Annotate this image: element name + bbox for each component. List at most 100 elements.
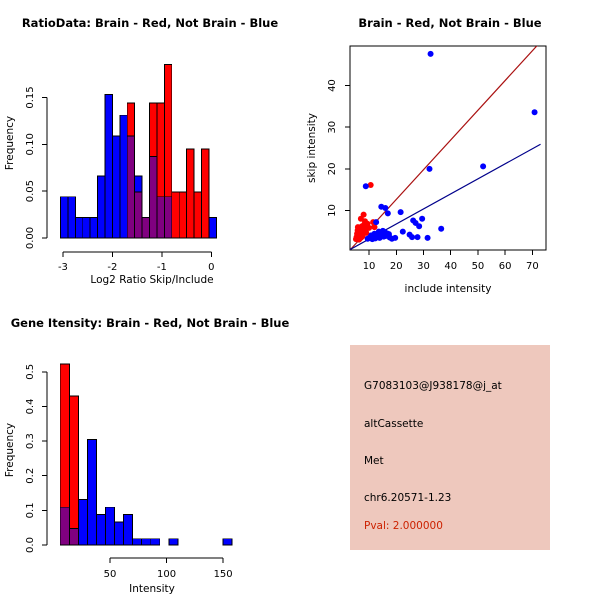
histogram-bar-blue bbox=[86, 438, 97, 546]
intensity-scatter-svg: Brain - Red, Not Brain - Blue 10 20 30 40 1… bbox=[306, 16, 547, 295]
y-tick-label: 10 bbox=[327, 204, 338, 217]
scatter-point bbox=[419, 215, 426, 222]
y-tick-label: 40 bbox=[327, 79, 338, 92]
y-tick-label: 0.15 bbox=[25, 86, 36, 108]
histogram-bar-blue bbox=[150, 538, 161, 546]
histogram-bar-red bbox=[186, 148, 195, 239]
scatter-point bbox=[438, 225, 445, 232]
ratio-histogram-xlabel: Log2 Ratio Skip/Include bbox=[90, 274, 213, 286]
scatter-fit-lines bbox=[350, 46, 541, 250]
scatter-point bbox=[480, 163, 487, 170]
scatter-point bbox=[367, 182, 374, 189]
histogram-bar-overlap bbox=[68, 527, 79, 546]
gene-intensity-ylabel: Frequency bbox=[4, 423, 16, 477]
scatter-plot-frame bbox=[349, 45, 547, 251]
x-tick-label: 10 bbox=[363, 261, 376, 272]
x-tick-label: -2 bbox=[107, 262, 117, 273]
y-tick-label: 0.10 bbox=[25, 133, 36, 155]
histogram-bar-blue bbox=[60, 196, 69, 239]
histogram-bar-red bbox=[178, 191, 188, 239]
histogram-bar-blue bbox=[141, 538, 152, 546]
histogram-bar-blue bbox=[132, 538, 143, 546]
x-tick-label: 70 bbox=[526, 261, 539, 272]
histogram-bar-blue bbox=[114, 521, 125, 546]
gene-intensity-x-axis: 50 100 150 bbox=[104, 557, 233, 580]
scatter-point bbox=[426, 165, 433, 172]
histogram-bar-blue bbox=[123, 514, 134, 546]
x-tick-label: 60 bbox=[499, 261, 512, 272]
panel-ratio-histogram: RatioData: Brain - Red, Not Brain - Blue… bbox=[0, 0, 300, 300]
x-tick-label: 150 bbox=[214, 569, 233, 580]
x-tick-label: 30 bbox=[417, 261, 430, 272]
histogram-bar-overlap bbox=[126, 135, 136, 239]
histogram-bar-overlap bbox=[156, 196, 165, 239]
scatter-title: Brain - Red, Not Brain - Blue bbox=[358, 16, 541, 30]
scatter-point bbox=[362, 183, 369, 190]
histogram-bar-blue bbox=[96, 514, 106, 546]
histogram-bar-blue bbox=[67, 196, 76, 239]
histogram-bar-overlap bbox=[149, 156, 158, 239]
histogram-bar-blue bbox=[208, 216, 217, 239]
scatter-point bbox=[382, 204, 389, 211]
y-tick-label: 0.00 bbox=[25, 227, 36, 249]
info-gene-symbol: Met bbox=[364, 455, 384, 467]
scatter-point bbox=[531, 109, 538, 116]
fit-line-brain-fit bbox=[350, 46, 538, 250]
y-tick-label: 0.0 bbox=[25, 537, 36, 553]
y-tick-label: 0.1 bbox=[25, 502, 36, 518]
x-tick-label: 50 bbox=[104, 569, 117, 580]
histogram-bar-blue bbox=[82, 216, 91, 239]
y-tick-label: 0.2 bbox=[25, 468, 36, 484]
y-tick-label: 30 bbox=[327, 121, 338, 134]
histogram-bar-red bbox=[171, 191, 180, 239]
histogram-bar-red bbox=[201, 148, 210, 239]
y-tick-label: 0.4 bbox=[25, 399, 36, 415]
y-tick-label: 0.05 bbox=[25, 180, 36, 202]
scatter-point bbox=[392, 234, 399, 241]
x-tick-label: -1 bbox=[157, 262, 167, 273]
scatter-point bbox=[399, 228, 406, 235]
histogram-bar-blue bbox=[119, 114, 128, 239]
histogram-bar-red bbox=[68, 395, 79, 546]
scatter-point bbox=[371, 224, 378, 231]
gene-intensity-y-axis: 0.0 0.1 0.2 0.3 0.4 0.5 bbox=[25, 364, 48, 553]
x-tick-label: 40 bbox=[444, 261, 457, 272]
x-tick-label: 20 bbox=[390, 261, 403, 272]
histogram-bar-blue bbox=[77, 499, 88, 546]
scatter-x-axis: 10 20 30 40 50 60 70 bbox=[363, 250, 539, 272]
histogram-bar-blue bbox=[168, 538, 179, 546]
scatter-point bbox=[416, 223, 423, 230]
gene-intensity-bars bbox=[59, 363, 233, 546]
histogram-bar-overlap bbox=[141, 216, 150, 239]
y-tick-label: 0.3 bbox=[25, 433, 36, 449]
ratio-histogram-x-axis: -3 -2 -1 0 bbox=[58, 251, 215, 273]
gene-info-panel: G7083103@J938178@j_at altCassette Met ch… bbox=[350, 345, 550, 550]
ratio-histogram-bars bbox=[60, 64, 217, 239]
scatter-point bbox=[427, 50, 434, 57]
info-pvalue: Pval: 2.000000 bbox=[364, 520, 443, 532]
info-probe-id: G7083103@J938178@j_at bbox=[364, 380, 502, 392]
y-tick-label: 20 bbox=[327, 162, 338, 175]
histogram-bar-blue bbox=[89, 216, 99, 239]
x-tick-label: 100 bbox=[157, 569, 176, 580]
histogram-bar-blue bbox=[111, 135, 121, 239]
histogram-bar-overlap bbox=[134, 191, 143, 239]
histogram-bar-overlap bbox=[59, 506, 70, 546]
scatter-point bbox=[373, 219, 380, 226]
scatter-point bbox=[409, 234, 416, 241]
histogram-bar-blue bbox=[222, 538, 233, 546]
ratio-histogram-ylabel: Frequency bbox=[4, 116, 16, 170]
panel-gene-intensity-histogram: Gene Itensity: Brain - Red, Not Brain - … bbox=[0, 300, 300, 600]
ratio-histogram-title: RatioData: Brain - Red, Not Brain - Blue bbox=[22, 16, 279, 30]
x-tick-label: -3 bbox=[58, 262, 68, 273]
histogram-bar-blue bbox=[74, 216, 84, 239]
histogram-bar-blue bbox=[105, 506, 115, 546]
histogram-bar-blue bbox=[104, 94, 113, 239]
gene-intensity-xlabel: Intensity bbox=[129, 583, 175, 595]
gene-intensity-svg: Gene Itensity: Brain - Red, Not Brain - … bbox=[4, 316, 289, 595]
scatter-point bbox=[366, 224, 373, 231]
scatter-point bbox=[414, 234, 421, 241]
scatter-ylabel: skip intensity bbox=[306, 113, 318, 183]
scatter-point bbox=[424, 234, 431, 241]
